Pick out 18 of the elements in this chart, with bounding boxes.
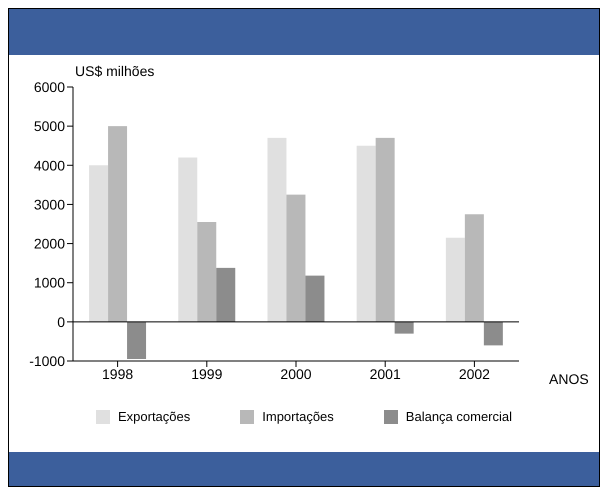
y-tick-label: 4000 bbox=[34, 157, 66, 174]
x-tick-label: 1998 bbox=[102, 366, 134, 382]
y-tick-label: 6000 bbox=[34, 78, 66, 95]
x-tick-label: 2001 bbox=[370, 366, 401, 382]
x-axis-title: ANOS bbox=[549, 371, 589, 387]
y-tick-label: 0 bbox=[57, 314, 66, 330]
legend-label: Balança comercial bbox=[406, 409, 512, 424]
y-tick-label: 2000 bbox=[34, 236, 66, 252]
y-axis-title: US$ milhões bbox=[75, 63, 154, 79]
y-tick-label: -1000 bbox=[29, 352, 66, 369]
y-tick-label: 3000 bbox=[34, 196, 66, 212]
x-tick-label: 2002 bbox=[458, 366, 490, 382]
x-tick-label: 1999 bbox=[191, 366, 223, 382]
y-tick-label: 1000 bbox=[34, 274, 66, 291]
legend-label: Exportações bbox=[118, 409, 190, 424]
x-tick-label: 2000 bbox=[280, 366, 312, 382]
legend-label: Importações bbox=[262, 409, 334, 424]
y-tick-label: 5000 bbox=[34, 118, 66, 134]
